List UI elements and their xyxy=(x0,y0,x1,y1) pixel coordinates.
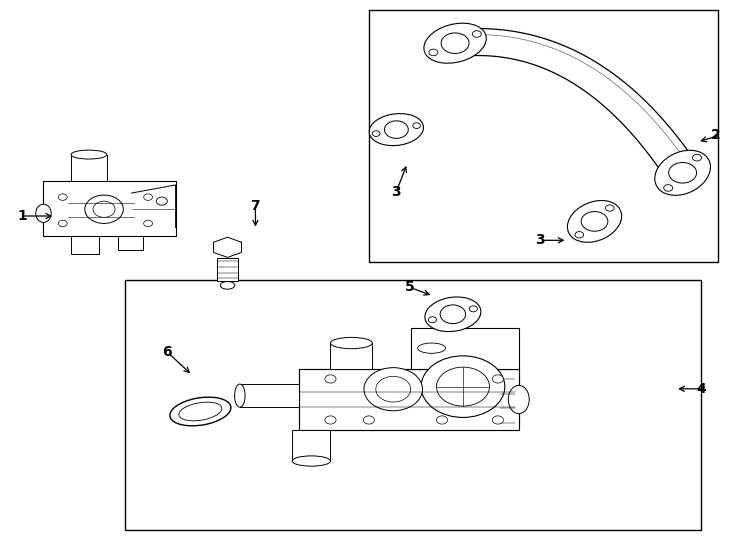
Circle shape xyxy=(472,31,482,37)
Circle shape xyxy=(363,416,374,424)
Circle shape xyxy=(59,220,68,227)
Bar xyxy=(125,280,701,530)
Ellipse shape xyxy=(567,200,622,242)
Circle shape xyxy=(429,49,438,56)
Circle shape xyxy=(575,232,584,238)
Text: 3: 3 xyxy=(391,185,401,199)
Ellipse shape xyxy=(235,384,245,407)
Circle shape xyxy=(469,306,477,312)
Circle shape xyxy=(85,195,123,224)
Bar xyxy=(411,328,519,369)
Bar xyxy=(43,181,175,235)
Text: 4: 4 xyxy=(697,382,706,396)
Circle shape xyxy=(437,416,448,424)
Circle shape xyxy=(421,356,505,417)
Bar xyxy=(369,10,718,262)
Bar xyxy=(117,235,142,249)
Circle shape xyxy=(156,197,167,205)
Circle shape xyxy=(325,375,336,383)
Circle shape xyxy=(493,416,504,424)
Circle shape xyxy=(441,33,469,53)
Circle shape xyxy=(429,317,437,323)
Bar xyxy=(217,258,238,281)
Circle shape xyxy=(325,416,336,424)
Ellipse shape xyxy=(179,402,222,421)
Circle shape xyxy=(606,205,614,211)
Text: 7: 7 xyxy=(250,199,261,213)
Bar xyxy=(299,369,519,430)
Circle shape xyxy=(692,154,702,161)
Circle shape xyxy=(385,121,408,138)
Ellipse shape xyxy=(508,386,529,414)
Circle shape xyxy=(372,131,380,137)
Ellipse shape xyxy=(418,343,446,353)
Circle shape xyxy=(493,375,504,383)
Text: 5: 5 xyxy=(404,280,415,294)
Ellipse shape xyxy=(220,281,235,289)
Text: 6: 6 xyxy=(162,345,172,359)
Circle shape xyxy=(144,194,153,200)
Circle shape xyxy=(440,305,465,323)
Text: 1: 1 xyxy=(17,209,27,223)
Circle shape xyxy=(59,194,68,200)
Circle shape xyxy=(93,201,115,217)
Circle shape xyxy=(144,220,153,227)
Ellipse shape xyxy=(425,297,481,332)
Polygon shape xyxy=(214,237,241,258)
Ellipse shape xyxy=(369,113,424,146)
Text: 2: 2 xyxy=(711,128,721,142)
Bar xyxy=(292,430,330,461)
Text: 3: 3 xyxy=(535,233,545,247)
Ellipse shape xyxy=(292,456,330,466)
Circle shape xyxy=(664,185,673,191)
Circle shape xyxy=(364,368,423,411)
Circle shape xyxy=(669,163,697,183)
Ellipse shape xyxy=(655,150,711,195)
Circle shape xyxy=(581,212,608,231)
Circle shape xyxy=(413,123,421,129)
Ellipse shape xyxy=(330,338,372,349)
Bar xyxy=(71,235,98,254)
Ellipse shape xyxy=(170,397,231,426)
Ellipse shape xyxy=(71,150,107,159)
Bar xyxy=(71,154,107,181)
Ellipse shape xyxy=(424,23,487,63)
Circle shape xyxy=(437,367,490,406)
Circle shape xyxy=(376,376,411,402)
Ellipse shape xyxy=(36,204,51,222)
Polygon shape xyxy=(453,29,699,179)
Bar xyxy=(240,384,299,407)
Bar xyxy=(330,343,372,369)
